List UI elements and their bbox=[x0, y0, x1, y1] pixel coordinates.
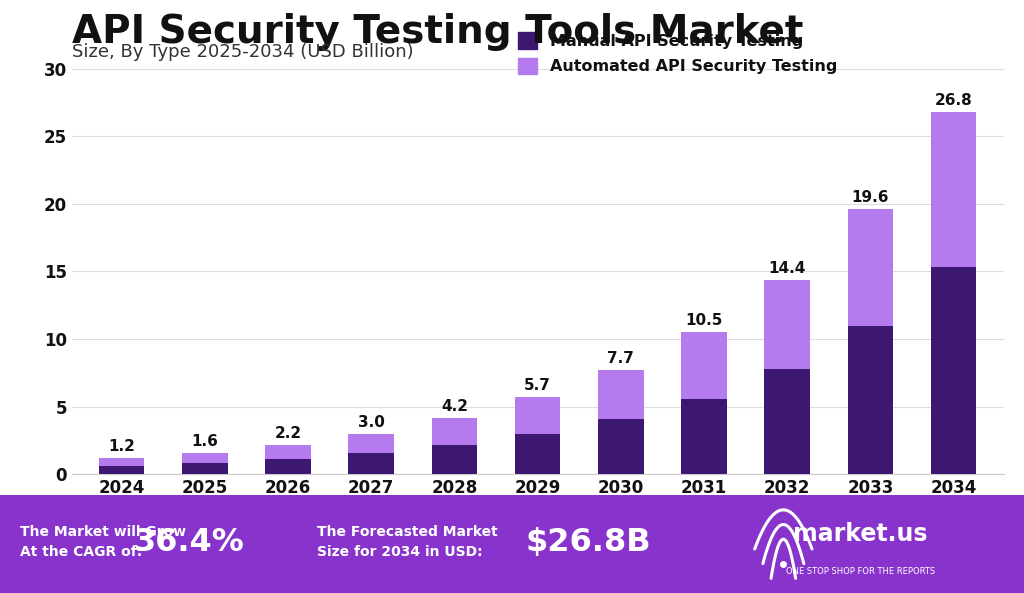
Bar bbox=[265, 445, 311, 459]
Bar bbox=[348, 434, 394, 454]
Text: API Security Testing Tools Market: API Security Testing Tools Market bbox=[72, 13, 803, 51]
Text: 3.0: 3.0 bbox=[357, 415, 385, 430]
Bar bbox=[764, 369, 810, 474]
Bar bbox=[265, 459, 311, 474]
Bar bbox=[848, 209, 893, 326]
Bar bbox=[348, 454, 394, 474]
Text: 5.7: 5.7 bbox=[524, 378, 551, 393]
Bar bbox=[515, 397, 560, 434]
Text: market.us: market.us bbox=[793, 522, 928, 546]
Bar bbox=[98, 458, 144, 466]
Text: 19.6: 19.6 bbox=[852, 190, 889, 205]
Bar bbox=[931, 267, 977, 474]
Bar bbox=[431, 417, 477, 445]
Text: 14.4: 14.4 bbox=[769, 260, 806, 276]
Text: 4.2: 4.2 bbox=[441, 398, 468, 413]
Bar bbox=[182, 463, 227, 474]
Text: 10.5: 10.5 bbox=[685, 313, 723, 329]
Bar bbox=[515, 434, 560, 474]
Text: 1.6: 1.6 bbox=[191, 433, 218, 449]
Text: ONE STOP SHOP FOR THE REPORTS: ONE STOP SHOP FOR THE REPORTS bbox=[785, 567, 935, 576]
Text: The Market will Grow
At the CAGR of:: The Market will Grow At the CAGR of: bbox=[20, 525, 186, 559]
Bar bbox=[681, 398, 727, 474]
Bar bbox=[431, 445, 477, 474]
Bar bbox=[182, 453, 227, 463]
Text: 1.2: 1.2 bbox=[109, 439, 135, 454]
Bar bbox=[598, 370, 644, 419]
Bar bbox=[681, 332, 727, 398]
Bar bbox=[98, 466, 144, 474]
Legend: Manual API Security Testing, Automated API Security Testing: Manual API Security Testing, Automated A… bbox=[517, 32, 837, 74]
Text: 36.4%: 36.4% bbox=[134, 527, 245, 557]
Bar bbox=[848, 326, 893, 474]
Text: Size, By Type 2025-2034 (USD Billion): Size, By Type 2025-2034 (USD Billion) bbox=[72, 43, 414, 60]
Text: $26.8B: $26.8B bbox=[526, 527, 651, 557]
Bar bbox=[931, 112, 977, 267]
Bar bbox=[598, 419, 644, 474]
Text: 26.8: 26.8 bbox=[935, 93, 973, 108]
Text: The Forecasted Market
Size for 2034 in USD:: The Forecasted Market Size for 2034 in U… bbox=[317, 525, 499, 559]
Text: 2.2: 2.2 bbox=[274, 426, 301, 441]
Bar bbox=[764, 280, 810, 369]
Text: 7.7: 7.7 bbox=[607, 351, 634, 366]
